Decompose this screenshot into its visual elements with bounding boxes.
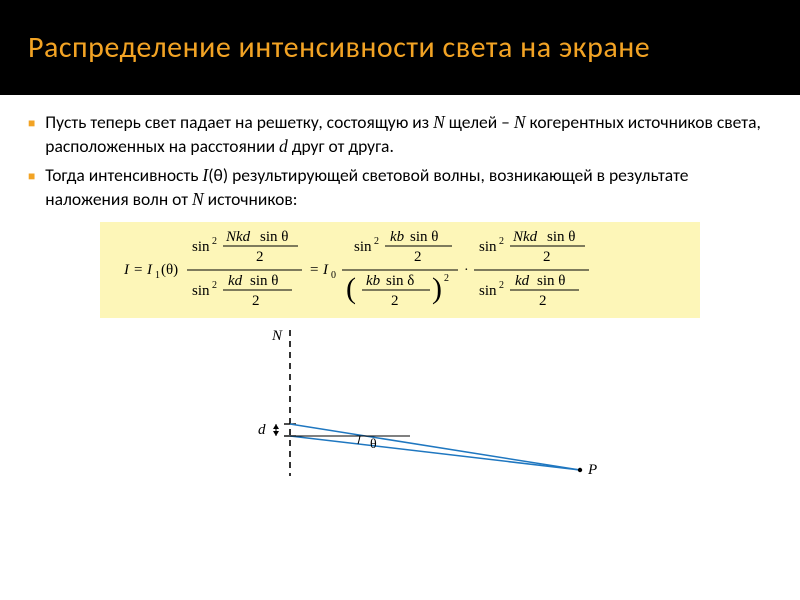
formula-I0: I [322, 262, 329, 278]
text-fragment: щелей – [445, 111, 514, 133]
bullet-marker-icon: ■ [28, 169, 35, 184]
formula-two: 2 [391, 293, 399, 309]
formula-sup2: 2 [499, 236, 504, 247]
text-fragment: источников: [204, 188, 298, 210]
bullet-text-2: Тогда интенсивность I(θ) результирующей … [45, 164, 772, 211]
diagram-label-P: P [587, 462, 597, 478]
variable-N: N [514, 112, 526, 132]
diagram-label-theta: θ [370, 437, 377, 452]
bullet-item: ■ Тогда интенсивность I(θ) результирующе… [28, 164, 772, 211]
formula-sup2: 2 [212, 280, 217, 291]
formula-box: I = I 1 (θ) sin 2 Nkd sin θ 2 sin 2 kd s… [100, 222, 700, 318]
variable-N: N [192, 189, 204, 209]
bullet-text-1: Пусть теперь свет падает на решетку, сос… [45, 111, 772, 158]
formula-kb: kb [366, 273, 381, 289]
bullet-marker-icon: ■ [28, 116, 35, 131]
formula-sup2: 2 [444, 273, 449, 284]
arrow-head-icon [273, 431, 279, 436]
formula-dot: · [464, 263, 469, 278]
formula-rparen: ) [432, 272, 442, 305]
formula-two: 2 [414, 249, 422, 265]
diagram-label-d: d [258, 422, 266, 438]
formula-sintheta: sin θ [547, 229, 575, 245]
formula-two: 2 [543, 249, 551, 265]
formula-eq: = [134, 262, 142, 278]
formula-Nkd: Nkd [225, 229, 251, 245]
variable-d: d [279, 136, 288, 156]
formula-I: I [123, 262, 130, 278]
formula-Nkd: Nkd [512, 229, 538, 245]
formula-kb: kb [390, 229, 405, 245]
formula-sin: sin [479, 283, 497, 299]
diagram-wrap: N d θ P [28, 324, 772, 484]
title-bar: Распределение интенсивности света на экр… [0, 0, 800, 95]
arrow-head-icon [273, 424, 279, 429]
formula-sin: sin [479, 239, 497, 255]
formula-sin: sin [192, 283, 210, 299]
angle-arc [358, 436, 360, 444]
ray-line [290, 436, 580, 470]
formula-two: 2 [256, 249, 264, 265]
formula-sin: sin [192, 239, 210, 255]
formula-svg: I = I 1 (θ) sin 2 Nkd sin θ 2 sin 2 kd s… [110, 224, 690, 316]
formula-two: 2 [539, 293, 547, 309]
formula-eq: = [310, 262, 318, 278]
diffraction-diagram: N d θ P [180, 324, 620, 484]
formula-sintheta: sin θ [410, 229, 438, 245]
formula-sin: sin [354, 239, 372, 255]
formula-kd: kd [228, 273, 243, 289]
formula-sindelta: sin δ [386, 273, 414, 289]
formula-two: 2 [252, 293, 260, 309]
text-fragment: (θ) [208, 164, 228, 186]
slide-title: Распределение интенсивности света на экр… [28, 30, 650, 66]
text-fragment: Тогда интенсивность [45, 164, 202, 186]
formula-theta-arg: (θ) [161, 262, 178, 278]
bullet-item: ■ Пусть теперь свет падает на решетку, с… [28, 111, 772, 158]
formula-kd: kd [515, 273, 530, 289]
formula-lparen: ( [346, 272, 356, 305]
content-area: ■ Пусть теперь свет падает на решетку, с… [0, 95, 800, 484]
text-fragment: Пусть теперь свет падает на решетку, сос… [45, 111, 433, 133]
formula-sintheta: sin θ [260, 229, 288, 245]
formula-sup2: 2 [499, 280, 504, 291]
formula-sintheta: sin θ [250, 273, 278, 289]
ray-line [290, 424, 580, 470]
formula-sub1: 1 [155, 270, 160, 281]
text-fragment: друг от друга. [288, 135, 394, 157]
formula-sintheta: sin θ [537, 273, 565, 289]
diagram-label-N: N [271, 328, 283, 344]
formula-sup2: 2 [374, 236, 379, 247]
formula-sub0: 0 [331, 270, 336, 281]
formula-I1: I [146, 262, 153, 278]
point-P [578, 467, 582, 471]
formula-sup2: 2 [212, 236, 217, 247]
variable-N: N [433, 112, 445, 132]
